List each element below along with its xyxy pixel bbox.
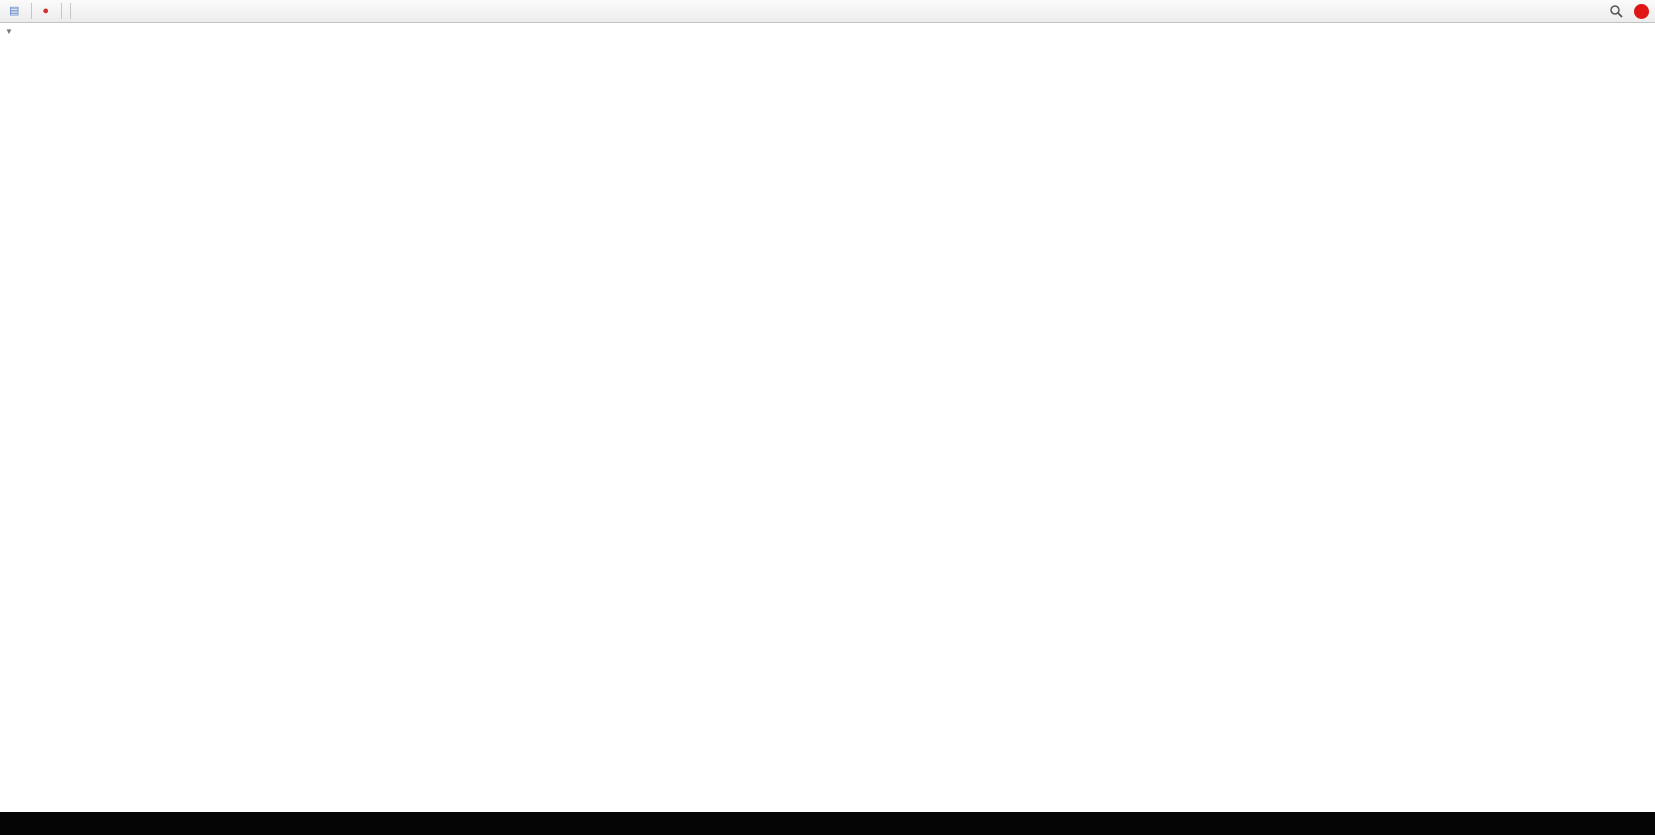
collapse-icon[interactable]: ▼ xyxy=(5,27,13,36)
rsi-label xyxy=(6,720,16,732)
search-icon xyxy=(1610,5,1623,18)
new-order-icon: ▤ xyxy=(9,4,20,17)
taskbar xyxy=(0,812,1655,835)
autotrade-icon: ● xyxy=(42,4,50,17)
toolbar-separator xyxy=(70,3,72,19)
toolbar-separator xyxy=(61,3,63,19)
search-button[interactable] xyxy=(1604,2,1628,21)
notification-badge[interactable] xyxy=(1634,3,1649,19)
toolbar: ▤ ● xyxy=(0,0,1655,23)
toolbar-right xyxy=(1604,2,1651,21)
autotrade-button[interactable]: ● xyxy=(37,2,57,21)
chart-title: ▼ xyxy=(5,27,25,36)
chart-area[interactable]: ▼ xyxy=(0,23,1655,812)
price-chart[interactable] xyxy=(0,23,1655,812)
toolbar-separator xyxy=(31,3,33,19)
new-order-button[interactable]: ▤ xyxy=(4,2,27,21)
macd-label xyxy=(6,638,21,650)
